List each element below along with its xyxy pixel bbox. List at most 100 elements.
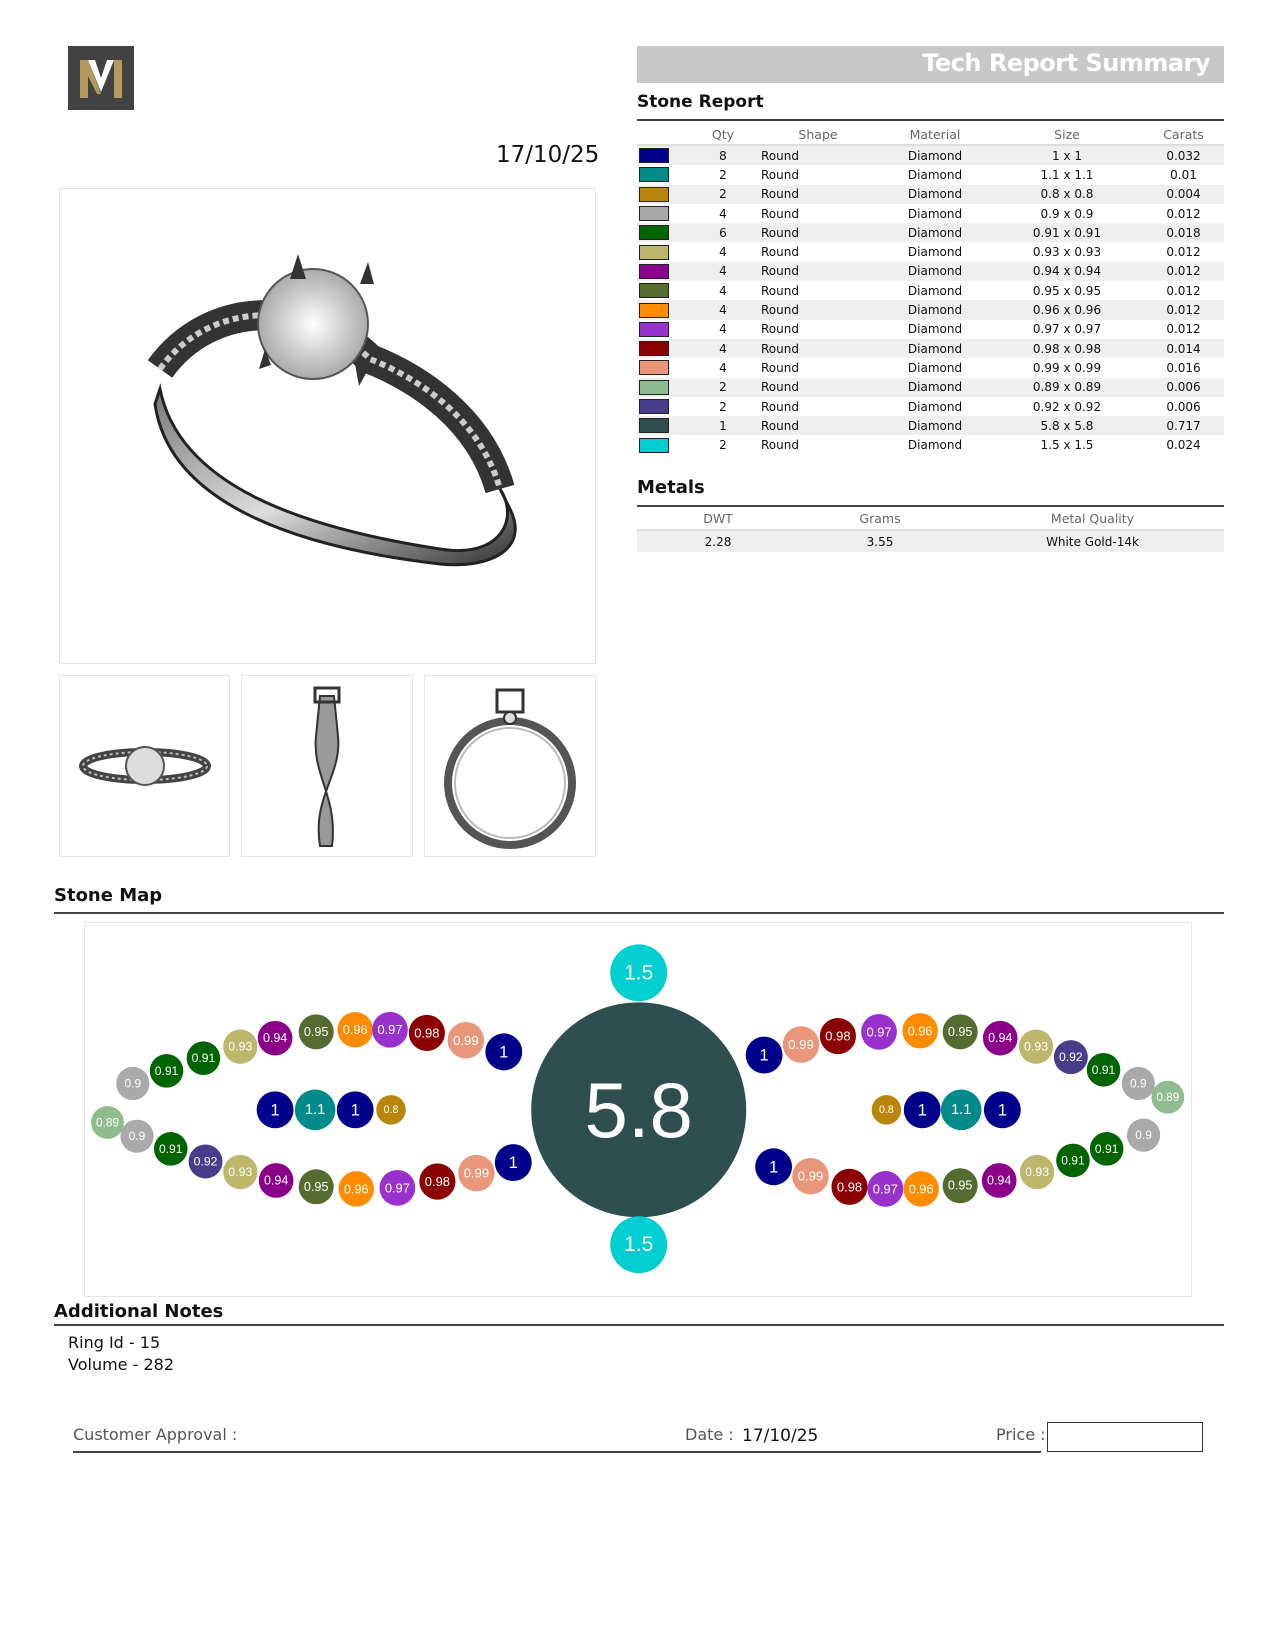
stone-circle (1019, 1154, 1055, 1190)
stone-qty: 4 (719, 245, 727, 260)
stone-row: 4 Round Diamond 0.98 x 0.98 0.014 (637, 338, 1224, 359)
stone-size: 1.1 x 1.1 (1040, 167, 1094, 182)
stone-color-swatch (639, 360, 669, 376)
stone-map-stone: 0.97 (861, 1013, 897, 1050)
stone-size: 5.8 x 5.8 (991, 416, 1143, 436)
stone-size-label: 0.91 (155, 1064, 179, 1078)
stone-map-stone: 0.96 (902, 1013, 938, 1049)
stone-carats: 0.717 (1143, 416, 1224, 436)
stone-qty: 4 (689, 338, 757, 359)
stone-circle (419, 1163, 456, 1200)
stone-size-label: 0.95 (304, 1025, 329, 1039)
customer-approval-signature-line[interactable] (73, 1451, 1041, 1453)
stone-shape: Round (757, 300, 879, 320)
stone-circle (116, 1066, 150, 1101)
stone-size-label: 0.99 (453, 1033, 479, 1048)
stone-size-label: 0.99 (464, 1166, 490, 1181)
stone-map-stone: 0.92 (188, 1144, 223, 1179)
ring-side-view-thumbnail[interactable] (241, 675, 413, 857)
stone-shape: Round (761, 399, 799, 414)
stone-color-swatch (639, 302, 669, 318)
note-ring-id: Ring Id - 15 (68, 1333, 161, 1352)
stone-size-label: 0.92 (1059, 1050, 1083, 1064)
stone-circle (983, 1091, 1021, 1129)
stone-material: Diamond (879, 416, 991, 436)
stone-carats: 0.024 (1166, 438, 1201, 453)
stone-shape: Round (761, 167, 799, 182)
stone-shape: Round (757, 184, 879, 204)
price-label: Price : (996, 1425, 1046, 1444)
dwt-value: 2.28 (637, 530, 799, 552)
stone-map-stone: 0.93 (1019, 1154, 1055, 1190)
stone-size-label: 0.95 (948, 1179, 973, 1193)
report-header-bar: Tech Report Summary (637, 46, 1224, 83)
stone-map-stone: 0.98 (831, 1168, 868, 1205)
stone-map-stone: 0.95 (942, 1168, 978, 1204)
stone-size-label: 1.5 (624, 961, 653, 984)
stone-circle (408, 1014, 445, 1051)
stone-size: 0.95 x 0.95 (1032, 283, 1102, 298)
stone-size: 0.96 x 0.96 (991, 300, 1143, 320)
stone-map-stone: 1.5 (610, 1216, 668, 1274)
stone-row: 4 Round Diamond 0.94 x 0.94 0.012 (637, 261, 1224, 282)
stone-size: 1.5 x 1.5 (1040, 438, 1094, 453)
stone-qty: 4 (689, 261, 757, 282)
stone-map-stone: 1 (755, 1148, 793, 1186)
stone-map-stone: 1 (256, 1091, 294, 1129)
col-qty: Qty (689, 124, 757, 146)
ring-top-view-thumbnail[interactable] (59, 675, 230, 857)
col-dwt: DWT (637, 507, 799, 531)
stone-qty: 2 (719, 167, 727, 182)
stone-carats: 0.006 (1166, 399, 1201, 414)
divider (54, 1324, 1224, 1326)
stone-row: 4 Round Diamond 0.95 x 0.95 0.012 (637, 281, 1224, 300)
stone-carats: 0.012 (1166, 322, 1201, 337)
stone-circle (903, 1091, 941, 1129)
stone-qty: 4 (719, 206, 727, 221)
stone-circle (485, 1033, 523, 1071)
stone-report-title: Stone Report (637, 92, 764, 112)
report-date: 17/10/25 (496, 142, 600, 168)
stone-color-swatch (639, 244, 669, 260)
stone-qty: 2 (689, 377, 757, 397)
ring-side-view-image (313, 686, 341, 847)
stone-map-stone: 0.92 (1053, 1040, 1088, 1075)
price-field[interactable] (1047, 1422, 1203, 1452)
metals-title: Metals (637, 477, 705, 498)
stone-size-label: 5.8 (585, 1066, 693, 1154)
stone-carats: 0.014 (1143, 338, 1224, 359)
stone-map-stone: 0.93 (1018, 1029, 1054, 1064)
stone-color-swatch (639, 379, 669, 395)
stone-map-stone: 0.95 (298, 1014, 334, 1050)
stone-map-stone: 0.99 (447, 1022, 485, 1059)
stone-size-label: 0.98 (414, 1025, 439, 1040)
stone-size-label: 0.94 (264, 1173, 288, 1187)
stone-circle (982, 1020, 1018, 1056)
stone-map-stone: 0.96 (338, 1171, 374, 1207)
stone-carats: 0.012 (1143, 261, 1224, 282)
note-volume: Volume - 282 (68, 1355, 174, 1374)
stone-size-label: 1 (509, 1153, 518, 1172)
stone-size: 0.97 x 0.97 (1032, 322, 1102, 337)
stone-carats: 0.01 (1170, 167, 1197, 182)
stone-size: 1 x 1 (991, 145, 1143, 166)
stone-map-stone: 0.89 (91, 1106, 124, 1139)
stone-material: Diamond (879, 223, 991, 243)
additional-notes-title: Additional Notes (54, 1301, 224, 1322)
stone-size-label: 1 (769, 1157, 778, 1176)
stone-map-stone: 0.97 (867, 1170, 904, 1207)
stone-color-swatch (639, 225, 669, 241)
stone-row: 4 Round Diamond 0.93 x 0.93 0.012 (637, 242, 1224, 261)
stone-row: 4 Round Diamond 0.99 x 0.99 0.016 (637, 358, 1224, 377)
stone-color-swatch (639, 186, 669, 202)
approval-date-value: 17/10/25 (742, 1426, 819, 1446)
stone-map-stone: 0.94 (982, 1020, 1018, 1056)
stone-circle (610, 944, 668, 1002)
stone-size-label: 0.91 (159, 1142, 183, 1156)
stone-size-label: 0.91 (1095, 1142, 1119, 1156)
stone-size-label: 1 (760, 1046, 769, 1065)
stone-shape: Round (761, 322, 799, 337)
ring-front-view-thumbnail[interactable] (424, 675, 596, 857)
stone-size-label: 0.98 (825, 1029, 850, 1044)
stone-material: Diamond (907, 322, 963, 337)
